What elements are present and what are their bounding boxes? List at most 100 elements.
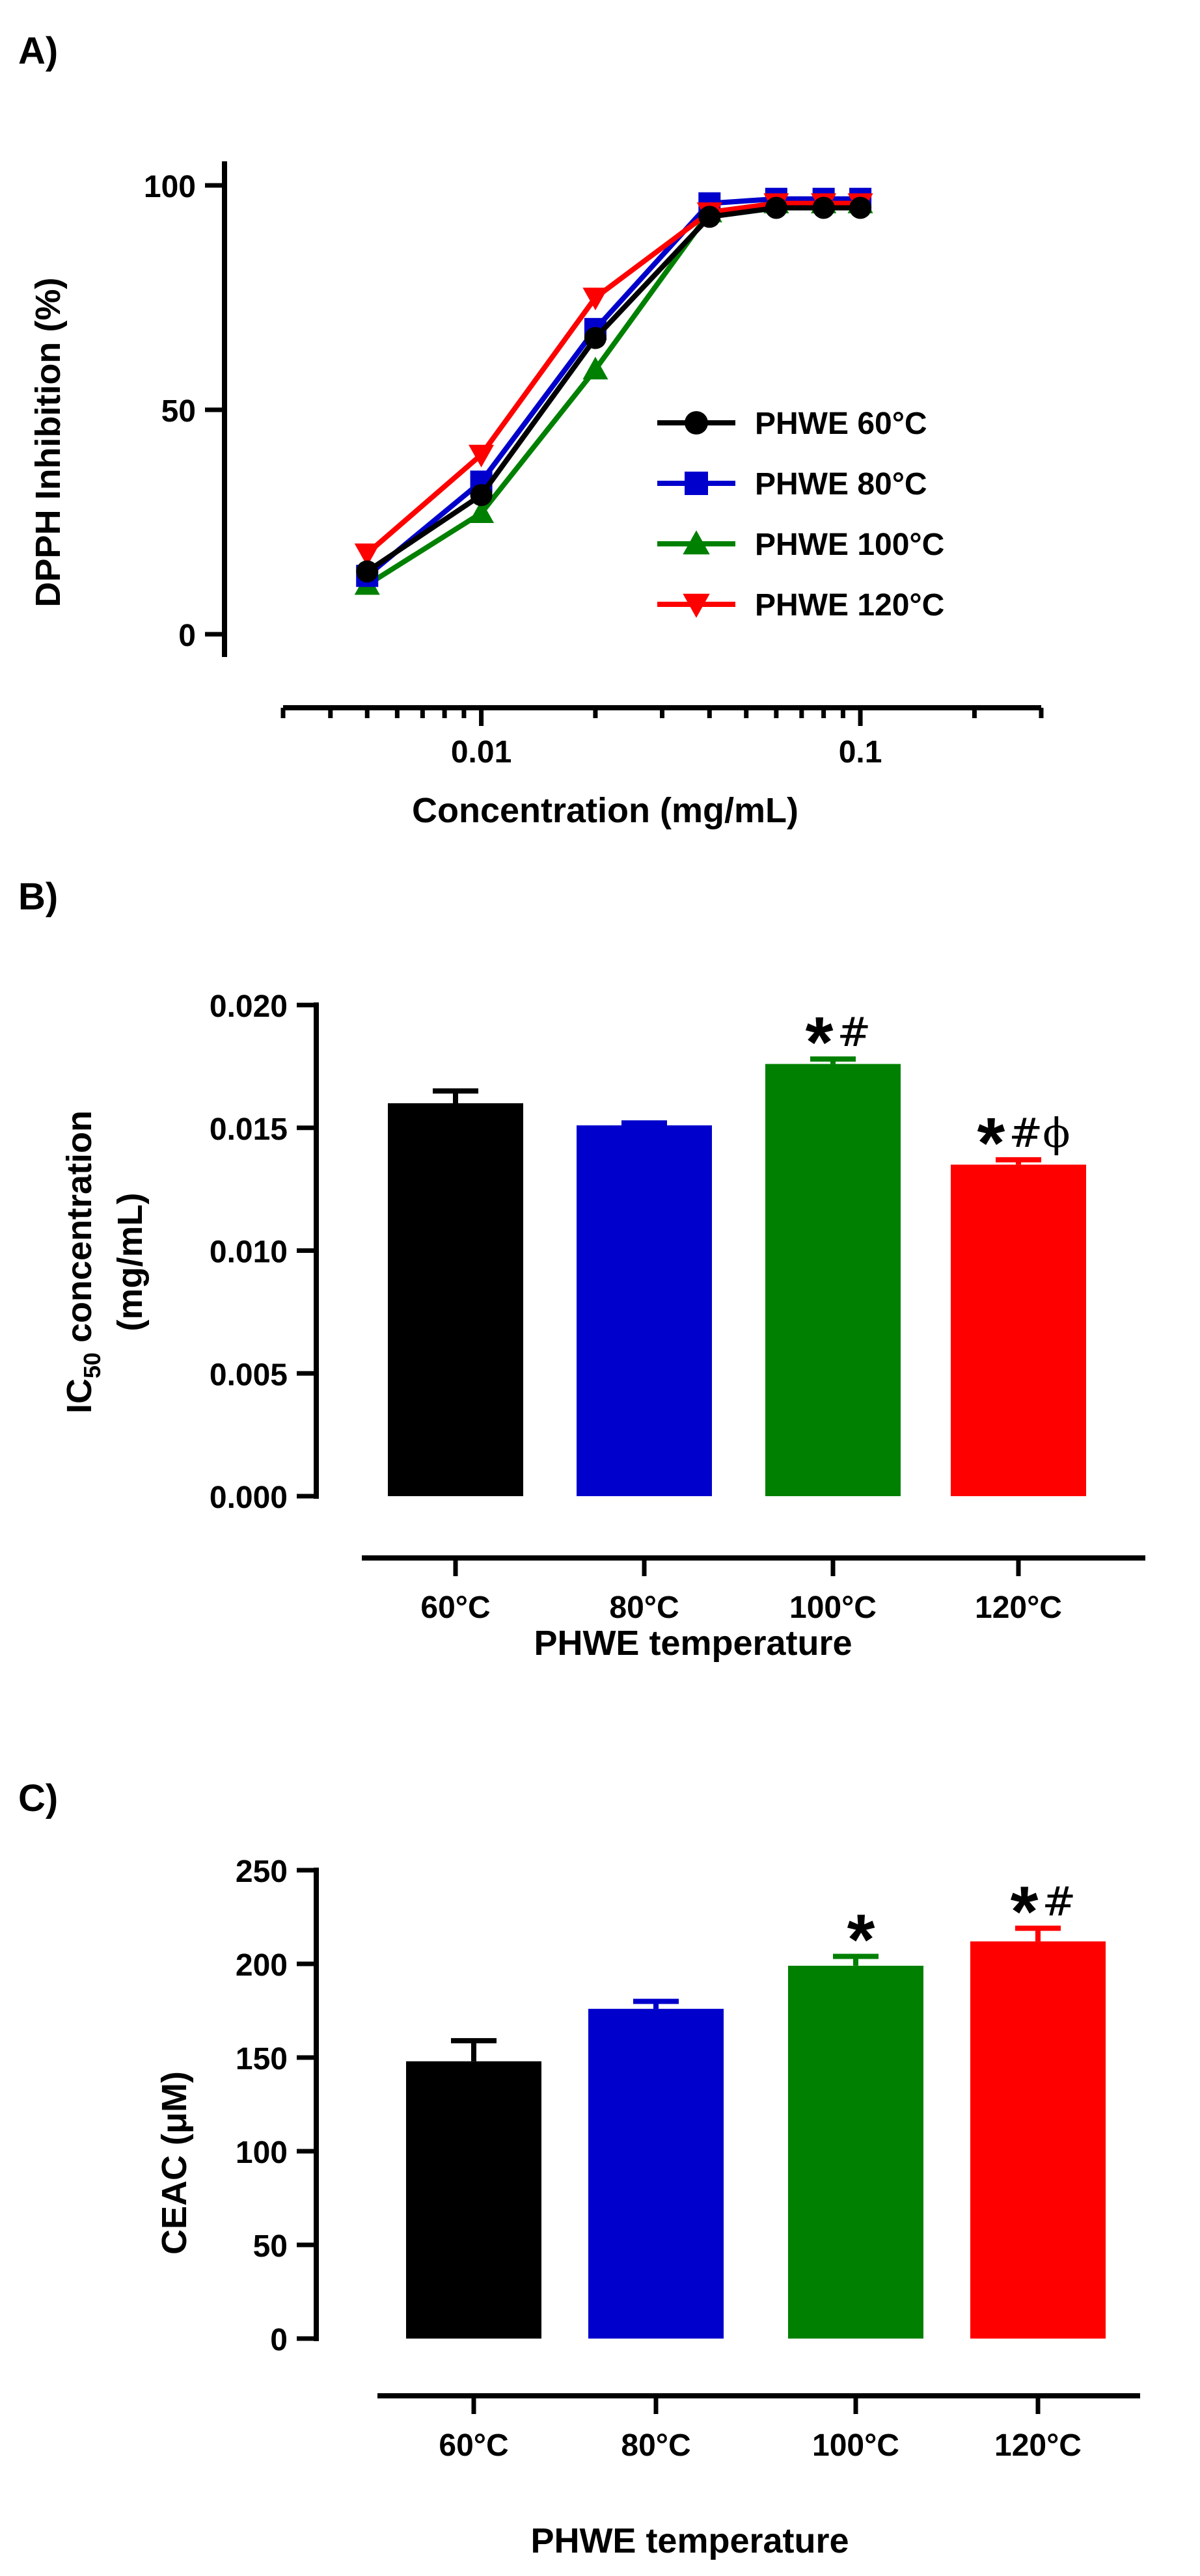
significance-annotation: * xyxy=(847,1899,875,1979)
significance-star: * xyxy=(1011,1872,1039,1952)
data-point-phwe-60-c xyxy=(470,484,493,507)
bar-group-100-c: *# xyxy=(765,1002,901,1496)
panel-a-x-axis-label: Concentration (mg/mL) xyxy=(412,791,798,830)
legend-label: PHWE 80°C xyxy=(755,467,927,502)
significance-marks: # xyxy=(837,1008,871,1056)
legend-item-phwe-60-c: PHWE 60°C xyxy=(657,407,927,441)
panel-c-bars: * *# xyxy=(406,1872,1106,2339)
panel-b-y-tick-label: 0.020 xyxy=(210,989,288,1024)
significance-annotation: *#ϕ xyxy=(977,1103,1070,1183)
significance-annotation: *# xyxy=(806,1002,871,1082)
panel-b-x-tick-label: 60°C xyxy=(420,1590,490,1625)
panel-b-y-tick-label: 0.005 xyxy=(210,1358,288,1392)
panel-b-x-tick-label: 80°C xyxy=(609,1590,679,1625)
panel-b-ylabel-sub: 50 xyxy=(79,1352,105,1378)
legend-item-phwe-80-c: PHWE 80°C xyxy=(657,467,927,502)
panel-b-y-tick-label: 0.010 xyxy=(210,1235,288,1270)
significance-marks: # xyxy=(1042,1877,1076,1925)
bar-60-c xyxy=(406,2061,541,2339)
bar-group-120-c: *# xyxy=(970,1872,1106,2339)
data-point-phwe-100-c xyxy=(582,356,608,380)
panel-a-axes: 0 50 100 0.01 0.1 xyxy=(144,161,1044,770)
panel-a-y-tick-label: 100 xyxy=(144,170,196,204)
panel-c-y-tick-label: 100 xyxy=(236,2136,288,2170)
data-point-phwe-100-c xyxy=(469,500,495,523)
panel-c-x-tick-label: 120°C xyxy=(994,2428,1082,2463)
bar-120-c xyxy=(951,1164,1086,1496)
panel-b-y-tick-label: 0.015 xyxy=(210,1112,288,1147)
panel-b-y-axis-label: IC50 concentration xyxy=(60,1110,105,1414)
legend-item-phwe-100-c: PHWE 100°C xyxy=(657,528,944,562)
panel-a: A) 0 50 100 0.01 0.1 DPPH Inhibition (%) Con… xyxy=(18,30,1044,830)
legend-item-phwe-120-c: PHWE 120°C xyxy=(657,588,944,623)
data-point-phwe-120-c xyxy=(354,543,380,567)
bar-100-c xyxy=(765,1064,901,1496)
panel-c-y-tick-label: 50 xyxy=(253,2229,288,2264)
data-point-phwe-60-c xyxy=(849,196,872,219)
panel-a-y-tick-label: 0 xyxy=(178,619,196,653)
panel-c-x-tick-label: 80°C xyxy=(621,2428,690,2463)
panel-c-axes: 0 50 100 150 200 250 60°C 80°C 100°C 120°C xyxy=(236,1855,1140,2463)
bar-group-100-c: * xyxy=(788,1899,923,2339)
significance-annotation: *# xyxy=(1011,1872,1076,1952)
data-point-phwe-60-c xyxy=(765,196,787,219)
panel-c-y-axis-label: CEAC (μM) xyxy=(155,2071,194,2255)
significance-star: * xyxy=(977,1103,1005,1183)
significance-star: * xyxy=(806,1002,834,1082)
significance-marks: #ϕ xyxy=(1009,1109,1070,1157)
panel-c-x-axis-label: PHWE temperature xyxy=(530,2521,849,2560)
data-point-phwe-60-c xyxy=(584,327,607,349)
panel-c-x-tick-label: 60°C xyxy=(439,2428,508,2463)
panel-b-ylabel-rest: concentration xyxy=(60,1110,99,1352)
panel-b: B) 0.000 0.005 0.010 0.015 0.020 60°C 80°C 100°… xyxy=(18,876,1145,1663)
panel-a-y-axis-label: DPPH Inhibition (%) xyxy=(29,278,68,608)
panel-b-y-tick-label: 0.000 xyxy=(210,1481,288,1515)
legend-marker xyxy=(683,593,710,618)
bar-group-80-c xyxy=(577,1120,712,1496)
panel-b-ylabel-main: IC xyxy=(60,1378,99,1414)
bar-80-c xyxy=(577,1125,712,1496)
legend-label: PHWE 100°C xyxy=(755,528,944,562)
panel-c-y-tick-label: 0 xyxy=(270,2323,288,2357)
legend-marker xyxy=(685,411,708,435)
panel-b-x-tick-label: 120°C xyxy=(975,1590,1062,1625)
legend-marker xyxy=(685,472,708,495)
data-point-phwe-60-c xyxy=(356,560,379,583)
data-point-phwe-120-c xyxy=(582,288,608,311)
significance-star: * xyxy=(847,1899,875,1979)
panel-a-series xyxy=(354,187,873,595)
bar-group-60-c xyxy=(406,2038,541,2339)
panel-b-y-axis-label-line2: (mg/mL) xyxy=(111,1193,150,1332)
panel-c-x-tick-label: 100°C xyxy=(812,2428,899,2463)
bar-group-60-c xyxy=(388,1088,523,1496)
data-point-phwe-120-c xyxy=(469,444,495,468)
bar-group-80-c xyxy=(588,1998,724,2339)
legend-marker xyxy=(683,530,710,555)
panel-a-legend: PHWE 60°C PHWE 80°C PHWE 100°C PHWE 120°C xyxy=(657,407,944,623)
legend-label: PHWE 120°C xyxy=(755,588,944,623)
panel-a-x-tick-label: 0.1 xyxy=(839,735,882,770)
series-phwe-60-c xyxy=(356,196,872,583)
panel-b-bars: *#*#ϕ xyxy=(388,1002,1086,1496)
bar-120-c xyxy=(970,1941,1106,2339)
panel-b-x-axis-label: PHWE temperature xyxy=(534,1624,852,1663)
data-point-phwe-60-c xyxy=(812,196,835,219)
data-point-phwe-60-c xyxy=(698,206,721,228)
panel-c-y-tick-label: 200 xyxy=(236,1948,288,1983)
panel-c-y-tick-label: 150 xyxy=(236,2042,288,2076)
panel-c-y-tick-label: 250 xyxy=(236,1855,288,1889)
bar-100-c xyxy=(788,1965,923,2339)
panel-b-axes: 0.000 0.005 0.010 0.015 0.020 60°C 80°C 100°C 12… xyxy=(210,989,1145,1625)
legend-label: PHWE 60°C xyxy=(755,407,927,441)
panel-b-label: B) xyxy=(18,876,58,918)
panel-a-y-tick-label: 50 xyxy=(161,394,196,429)
panel-b-x-tick-label: 100°C xyxy=(789,1590,877,1625)
panel-a-label: A) xyxy=(18,30,58,72)
bar-60-c xyxy=(388,1103,523,1496)
bar-group-120-c: *#ϕ xyxy=(951,1103,1086,1496)
bar-80-c xyxy=(588,2009,724,2339)
panel-c-label: C) xyxy=(18,1777,58,1819)
panel-a-x-tick-label: 0.01 xyxy=(451,735,511,770)
